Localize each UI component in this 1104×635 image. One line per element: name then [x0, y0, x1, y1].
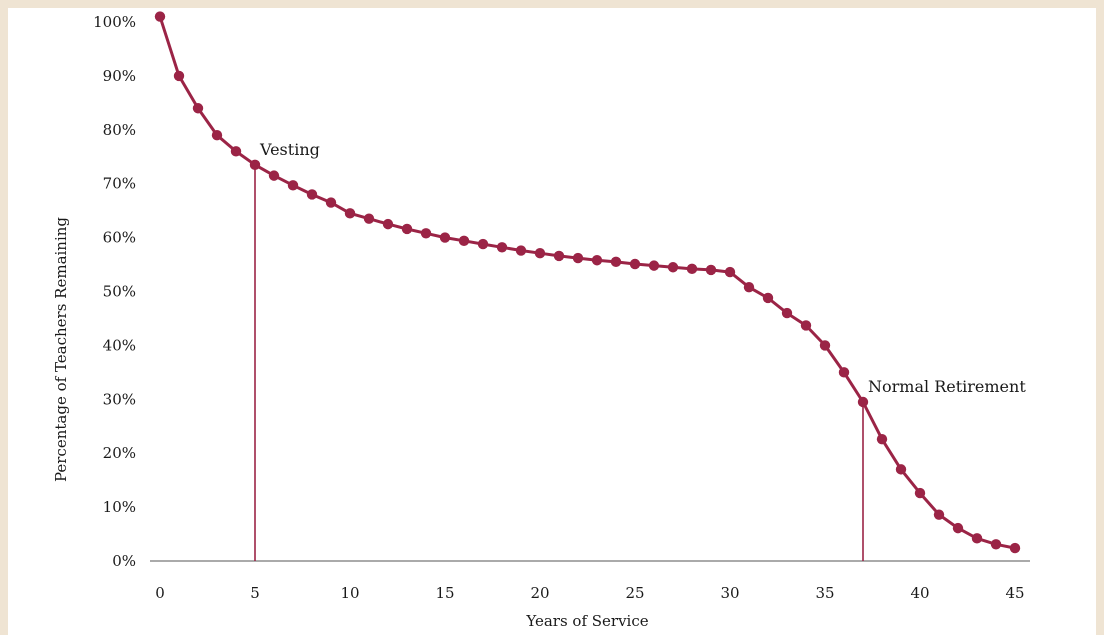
data-point — [534, 248, 546, 259]
y-tick-label: 70% — [103, 175, 136, 193]
data-point — [439, 232, 451, 243]
y-tick-label: 10% — [103, 498, 136, 516]
x-axis-tick-labels: 0 5 10 15 20 25 30 35 40 45 — [155, 584, 1024, 602]
data-point — [173, 70, 185, 82]
data-point — [952, 522, 964, 534]
data-point — [268, 170, 280, 181]
x-tick-label: 20 — [530, 584, 549, 602]
data-point — [553, 250, 565, 262]
data-point — [819, 340, 831, 351]
data-point — [401, 223, 413, 235]
x-tick-label: 5 — [250, 584, 260, 602]
annotation-label: Normal Retirement — [868, 377, 1026, 396]
data-point — [420, 228, 432, 239]
data-point — [230, 146, 242, 157]
data-point — [306, 189, 318, 200]
data-point — [762, 292, 774, 304]
data-point — [496, 242, 508, 253]
x-axis-title: Years of Service — [525, 612, 648, 630]
x-tick-label: 35 — [815, 584, 834, 602]
data-point — [515, 245, 527, 256]
data-point — [629, 258, 641, 270]
data-point — [724, 266, 736, 278]
y-tick-label: 90% — [103, 67, 136, 85]
y-tick-label: 100% — [93, 13, 136, 31]
y-axis-tick-labels: 0% 10% 20% 30% 40% 50% 60% 70% 80% 90% 100% — [93, 13, 136, 570]
x-tick-label: 30 — [720, 584, 739, 602]
y-tick-label: 0% — [112, 552, 136, 570]
data-point — [249, 159, 261, 171]
data-point — [876, 433, 888, 445]
data-point — [1009, 542, 1021, 554]
data-point — [325, 197, 337, 208]
data-point — [154, 11, 166, 22]
data-point — [610, 256, 622, 268]
y-tick-label: 50% — [103, 283, 136, 301]
annotations: Vesting Normal Retirement — [254, 140, 1026, 561]
data-point — [572, 252, 584, 264]
data-point — [458, 235, 470, 247]
y-tick-label: 20% — [103, 444, 136, 462]
annotation-label: Vesting — [259, 140, 320, 159]
data-point — [648, 260, 660, 271]
data-point — [800, 320, 812, 331]
data-point — [344, 208, 356, 219]
data-point — [211, 129, 223, 141]
y-axis-title: Percentage of Teachers Remaining — [52, 217, 70, 482]
data-point — [382, 218, 394, 230]
y-tick-label: 40% — [103, 336, 136, 354]
data-point — [705, 264, 717, 276]
data-point — [667, 262, 679, 273]
x-tick-label: 15 — [435, 584, 454, 602]
data-point — [591, 255, 603, 266]
data-point — [971, 533, 983, 544]
series-group — [154, 11, 1021, 554]
data-point — [914, 487, 926, 499]
x-tick-label: 0 — [155, 584, 165, 602]
data-point — [933, 509, 945, 520]
data-point — [287, 180, 299, 191]
x-tick-label: 10 — [340, 584, 359, 602]
y-tick-label: 80% — [103, 121, 136, 139]
data-point — [743, 281, 755, 293]
data-point — [857, 396, 869, 408]
data-point — [192, 103, 204, 114]
series-line — [158, 16, 1016, 550]
data-point — [477, 238, 489, 250]
x-tick-label: 40 — [910, 584, 929, 602]
y-tick-label: 60% — [103, 229, 136, 247]
data-point — [363, 213, 375, 224]
x-tick-label: 25 — [625, 584, 644, 602]
chart-panel: 0% 10% 20% 30% 40% 50% 60% 70% 80% 90% 100% 0 5 10 15… — [8, 8, 1096, 635]
data-point — [895, 464, 907, 475]
line-chart: 0% 10% 20% 30% 40% 50% 60% 70% 80% 90% 100% 0 5 10 15… — [52, 11, 1030, 630]
data-point — [686, 263, 698, 275]
data-point — [781, 307, 793, 319]
data-point — [990, 539, 1002, 550]
x-tick-label: 45 — [1005, 584, 1024, 602]
data-point — [838, 367, 850, 378]
y-tick-label: 30% — [103, 390, 136, 408]
